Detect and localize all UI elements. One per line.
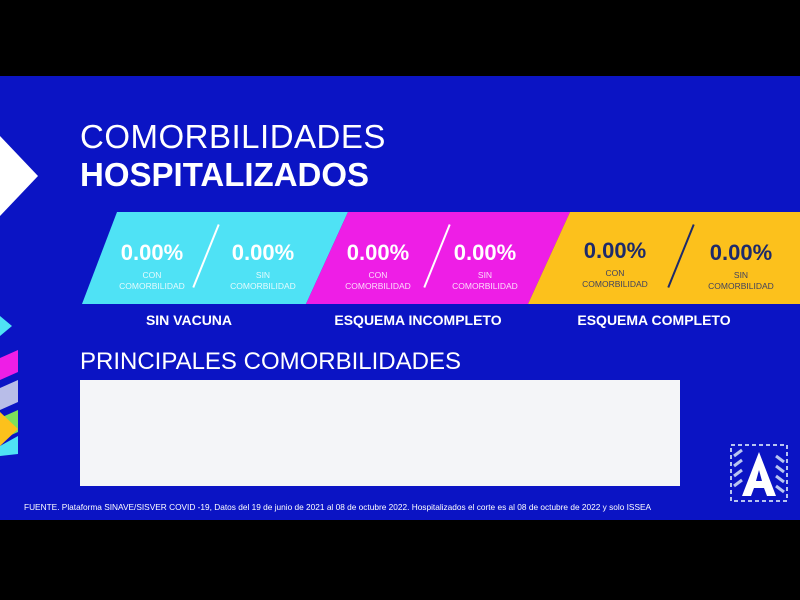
- value: 0.00%: [231, 240, 295, 265]
- caption-esquema-completo: ESQUEMA COMPLETO: [577, 312, 731, 328]
- title-line2: HOSPITALIZADOS: [80, 156, 370, 193]
- stat-incompleto-sin: 0.00% SIN COMORBILIDAD: [430, 240, 540, 292]
- stat-sin-vacuna-sin: 0.00% SIN COMORBILIDAD: [208, 240, 318, 292]
- title-line1: COMORBILIDADES: [80, 118, 386, 155]
- section-title: PRINCIPALES COMORBILIDADES: [80, 348, 461, 375]
- band-esquema-incompleto: [306, 212, 570, 304]
- band-sin-vacuna: [82, 212, 348, 304]
- stat-completo-sin: 0.00% SIN COMORBILIDAD: [686, 240, 796, 292]
- decorative-chevron-yellow: [0, 412, 18, 446]
- band-esquema-completo: [528, 212, 800, 304]
- comorbidities-panel: [80, 380, 680, 486]
- stat-incompleto-con: 0.00% CON COMORBILIDAD: [323, 240, 433, 292]
- slide: COMORBILIDADES HOSPITALIZADOS 0.00% CON CO…: [0, 76, 800, 520]
- stat-completo-con: 0.00% CON COMORBILIDAD: [560, 238, 670, 290]
- value: 0.00%: [346, 240, 410, 265]
- value: 0.00%: [120, 240, 184, 265]
- caption-sin-vacuna: SIN VACUNA: [145, 312, 233, 328]
- value: 0.00%: [583, 238, 647, 263]
- value: 0.00%: [709, 240, 773, 265]
- caption-esquema-incompleto: ESQUEMA INCOMPLETO: [334, 312, 502, 328]
- source-footer: FUENTE. Plataforma SINAVE/SISVER COVID -…: [24, 502, 652, 512]
- decorative-chevrons: [0, 136, 38, 456]
- value: 0.00%: [453, 240, 517, 265]
- issea-logo: [730, 444, 788, 502]
- stat-sin-vacuna-con: 0.00% CON COMORBILIDAD: [97, 240, 207, 292]
